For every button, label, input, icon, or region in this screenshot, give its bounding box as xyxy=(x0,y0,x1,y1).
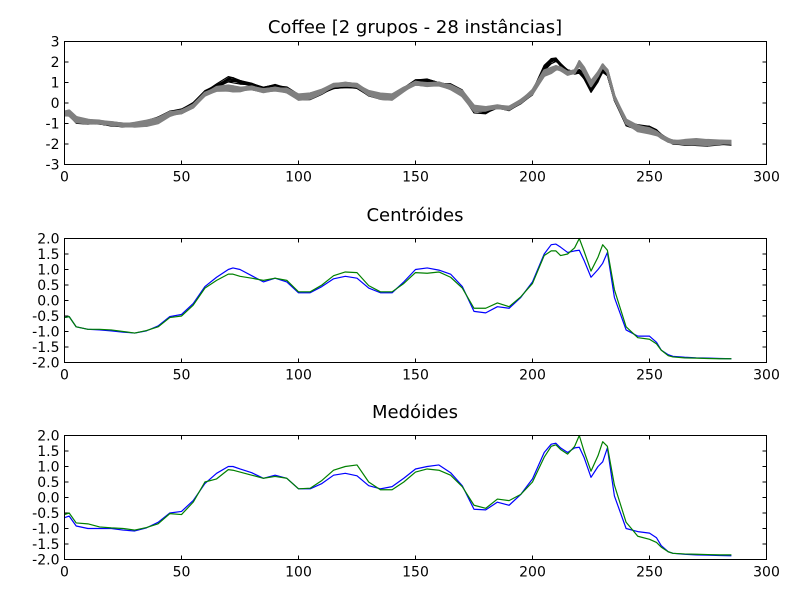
x-tick-label: 300 xyxy=(753,565,780,581)
x-tick-label: 150 xyxy=(402,170,429,186)
y-tick-label: 1 xyxy=(51,76,60,92)
subplot-lines xyxy=(64,237,732,360)
x-tick-label: 0 xyxy=(60,565,69,581)
y-tick-label: 1.0 xyxy=(37,263,59,279)
y-tick-label: 0.0 xyxy=(37,294,59,310)
x-tick-label: 250 xyxy=(636,368,663,384)
y-tick-label: -1 xyxy=(46,117,60,133)
series-line-instance xyxy=(64,60,732,145)
y-tick-label: -1.5 xyxy=(32,340,59,356)
x-tick-label: 100 xyxy=(285,170,312,186)
x-tick-label: 250 xyxy=(636,170,663,186)
x-tick-label: 300 xyxy=(753,368,780,384)
y-tick-label: 2 xyxy=(51,55,60,71)
subplot-centroides: Centróides 0 50 100 150 200 250 300 -2.0-1.5-1.… xyxy=(32,205,780,384)
x-tick-label: 100 xyxy=(285,565,312,581)
y-tick-label: 1.5 xyxy=(37,247,59,263)
y-tick-label: 1.0 xyxy=(37,460,59,476)
x-tick-label: 150 xyxy=(402,368,429,384)
plot-frame xyxy=(64,435,767,560)
y-tick-label: 1.5 xyxy=(37,444,59,460)
subplot-ticks: 0 50 100 150 200 250 300 -3 -2 -1 0 1 2 3 xyxy=(46,35,780,186)
y-tick-label: 0.5 xyxy=(37,278,59,294)
y-tick-label: 0.0 xyxy=(37,491,59,507)
y-tick-label: -3 xyxy=(46,158,60,174)
subplot-ticks: 0 50 100 150 200 250 300 -2.0-1.5-1.0-0.50.00.5… xyxy=(32,429,780,581)
series-line xyxy=(64,434,732,556)
y-tick-label: 2.0 xyxy=(37,232,59,248)
y-tick-label: 0.5 xyxy=(37,475,59,491)
y-tick-label: -1.5 xyxy=(32,537,59,553)
y-tick-label: -2.0 xyxy=(32,553,59,569)
y-tick-label: 0 xyxy=(51,96,60,112)
x-tick-label: 0 xyxy=(60,368,69,384)
subplot-title: Medóides xyxy=(372,402,458,423)
x-tick-label: 300 xyxy=(753,170,780,186)
y-tick-label: -0.5 xyxy=(32,506,59,522)
x-tick-label: 250 xyxy=(636,565,663,581)
x-tick-label: 50 xyxy=(173,170,191,186)
x-tick-label: 200 xyxy=(519,368,546,384)
x-tick-label: 50 xyxy=(173,368,191,384)
subplot-title: Centróides xyxy=(366,205,463,226)
y-tick-label: -2.0 xyxy=(32,356,59,372)
x-tick-label: 150 xyxy=(402,565,429,581)
y-tick-label: 2.0 xyxy=(37,429,59,445)
subplot-medoides: Medóides 0 50 100 150 200 250 300 -2.0-1.5-1.0-… xyxy=(32,402,780,581)
subplot-title: Coffee [2 grupos - 28 instâncias] xyxy=(268,17,562,38)
subplot-lines xyxy=(64,57,732,147)
y-tick-label: 3 xyxy=(51,35,60,51)
series-line xyxy=(64,442,732,557)
plot-frame xyxy=(64,41,767,165)
subplot-ticks: 0 50 100 150 200 250 300 -2.0-1.5-1.0-0.50.00.5… xyxy=(32,232,780,384)
y-tick-label: -0.5 xyxy=(32,309,59,325)
y-tick-label: -2 xyxy=(46,137,60,153)
x-tick-label: 50 xyxy=(173,565,191,581)
x-tick-label: 200 xyxy=(519,565,546,581)
subplot-lines xyxy=(64,434,732,557)
x-tick-label: 200 xyxy=(519,170,546,186)
y-tick-label: -1.0 xyxy=(32,325,59,341)
series-line xyxy=(64,237,732,360)
series-line xyxy=(64,243,732,360)
x-tick-label: 100 xyxy=(285,368,312,384)
x-tick-label: 0 xyxy=(60,170,69,186)
subplot-coffee: Coffee [2 grupos - 28 instâncias] 0 50 100… xyxy=(46,17,780,186)
plot-frame xyxy=(64,238,767,363)
y-tick-label: -1.0 xyxy=(32,522,59,538)
